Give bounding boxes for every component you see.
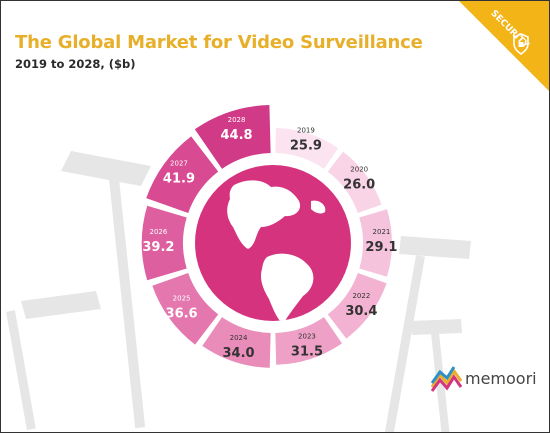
segment-value-label: 31.5	[291, 345, 323, 360]
chart-title: The Global Market for Video Surveillance	[15, 32, 423, 53]
segment-value-label: 29.1	[365, 240, 397, 255]
segment-value-label: 25.9	[290, 139, 322, 154]
camera-pole	[109, 178, 146, 429]
camera-pole	[431, 332, 450, 432]
segment-year-label: 2019	[297, 127, 315, 135]
segment-value-label: 34.0	[223, 346, 255, 361]
segment-value-label: 36.6	[166, 306, 198, 321]
segment-value-label: 41.9	[163, 172, 195, 187]
memoori-logo: memoori	[429, 363, 537, 397]
camera-icon	[21, 291, 101, 319]
segment-year-label: 2024	[230, 334, 248, 342]
chart-segment	[327, 151, 382, 213]
chart-segment	[146, 136, 219, 213]
segment-value-label: 44.8	[220, 128, 252, 143]
rose-chart: 2019 25.9 2020 26.0 2021 29.1 2022 30.4 2023 31.5…	[141, 105, 397, 368]
chart-segment	[202, 317, 271, 368]
segment-year-label: 2022	[352, 292, 370, 300]
segment-year-label: 2020	[350, 165, 368, 173]
chart-segment	[194, 105, 271, 169]
chart-segment	[359, 209, 392, 277]
segment-year-label: 2023	[298, 333, 316, 341]
segment-value-label: 30.4	[345, 304, 377, 319]
shield-icon	[513, 33, 529, 55]
security-badge-bg	[459, 1, 549, 91]
segment-year-label: 2026	[149, 228, 167, 236]
chart-segment	[327, 273, 387, 339]
chart-segment	[275, 128, 339, 169]
segment-value-label: 39.2	[142, 240, 174, 255]
camera-icon	[411, 319, 462, 335]
segment-year-label: 2025	[173, 294, 191, 302]
chart-segment	[152, 273, 219, 345]
camera-icon	[399, 236, 471, 259]
security-badge: SECURITY	[459, 1, 549, 91]
segment-year-label: 2028	[228, 116, 246, 124]
memoori-logo-icon	[430, 366, 463, 392]
segment-year-label: 2021	[373, 228, 391, 236]
chart-segment	[141, 205, 187, 281]
globe-icon	[195, 165, 351, 324]
chart-subtitle: 2019 to 2028, ($b)	[15, 57, 136, 71]
background-cameras	[6, 151, 471, 432]
camera-pole	[384, 255, 425, 432]
camera-pole	[6, 310, 36, 431]
camera-icon	[61, 151, 151, 186]
memoori-logo-text: memoori	[465, 369, 537, 388]
chart-segment	[275, 317, 342, 365]
segment-value-label: 26.0	[343, 177, 375, 192]
segment-year-label: 2027	[170, 160, 188, 168]
